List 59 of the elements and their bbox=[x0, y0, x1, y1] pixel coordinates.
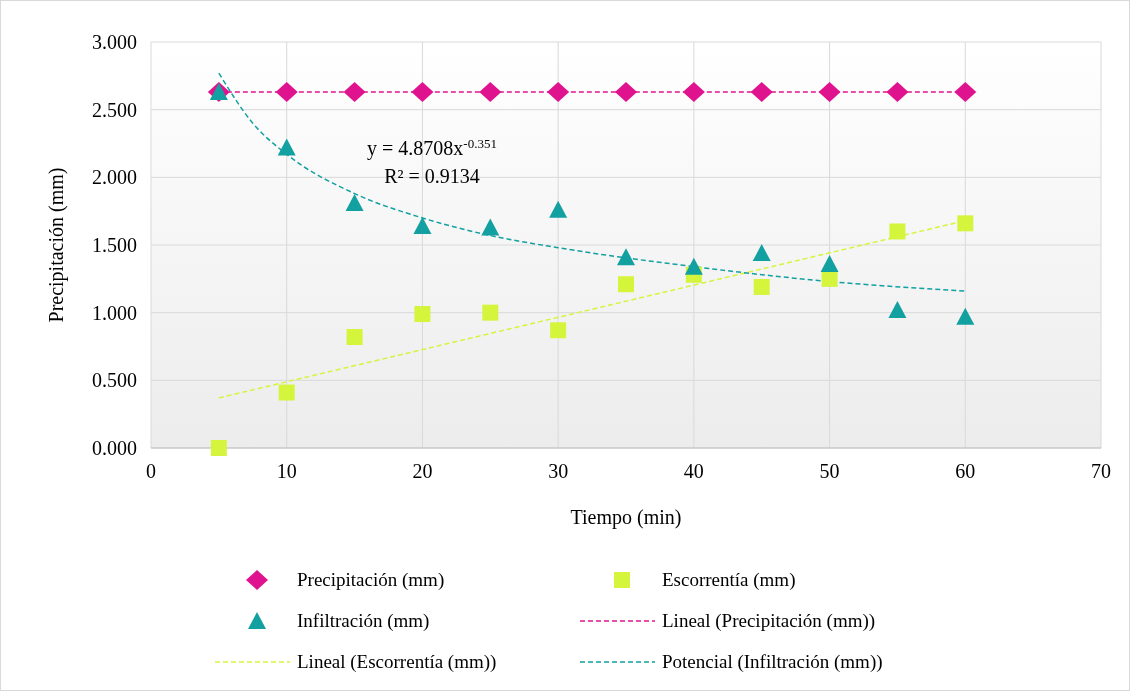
point bbox=[820, 254, 839, 272]
point bbox=[684, 257, 703, 275]
point bbox=[346, 329, 363, 346]
x-tick-label: 0 bbox=[146, 460, 156, 482]
point bbox=[547, 82, 570, 103]
x-tick-label: 60 bbox=[955, 460, 976, 482]
legend-label: Lineal (Precipitación (mm)) bbox=[662, 610, 876, 632]
point bbox=[957, 215, 974, 232]
y-tick-label: 0.000 bbox=[92, 437, 137, 459]
point bbox=[414, 306, 431, 323]
legend-label: Precipitación (mm) bbox=[297, 569, 445, 591]
point bbox=[752, 244, 771, 262]
point bbox=[210, 440, 227, 456]
legend-label: Escorrentía (mm) bbox=[662, 569, 796, 591]
point bbox=[889, 223, 906, 240]
y-tick-label: 3.000 bbox=[92, 31, 137, 53]
y-tick-label: 1.500 bbox=[92, 234, 137, 256]
point bbox=[479, 82, 502, 103]
point bbox=[956, 307, 975, 325]
point bbox=[753, 278, 770, 295]
point bbox=[615, 82, 637, 103]
point bbox=[886, 82, 909, 103]
point bbox=[278, 384, 295, 401]
point bbox=[345, 194, 364, 212]
point bbox=[682, 82, 705, 103]
point bbox=[277, 138, 296, 156]
y-tick-label: 2.000 bbox=[92, 166, 137, 189]
legend-label: Lineal (Escorrentía (mm)) bbox=[297, 651, 497, 673]
y-tick-label: 2.500 bbox=[92, 98, 137, 121]
point bbox=[481, 218, 500, 236]
line-series bbox=[218, 72, 967, 292]
point bbox=[618, 276, 634, 293]
x-tick-label: 20 bbox=[412, 460, 433, 482]
annotation: y = 4.8708x$^{-0.351}$ bbox=[367, 135, 497, 160]
point bbox=[750, 82, 773, 103]
point bbox=[411, 82, 434, 103]
x-tick-label: 70 bbox=[1091, 460, 1111, 482]
y-tick-label: 1.000 bbox=[92, 301, 137, 324]
x-tick-label: 50 bbox=[819, 460, 840, 482]
point bbox=[343, 82, 366, 103]
point bbox=[482, 304, 499, 321]
point bbox=[617, 248, 635, 266]
point bbox=[954, 82, 977, 103]
point bbox=[413, 217, 432, 235]
point bbox=[550, 322, 567, 339]
legend-label: Potencial (Infiltración (mm)) bbox=[662, 651, 883, 673]
annotation: R² = 0.9134 bbox=[384, 165, 480, 187]
x-tick-label: 10 bbox=[276, 460, 297, 482]
point bbox=[888, 300, 907, 318]
y-axis-title: Precipitación (mm) bbox=[45, 167, 68, 323]
x-tick-label: 40 bbox=[683, 460, 704, 482]
point bbox=[549, 200, 568, 218]
y-tick-label: 0.500 bbox=[92, 369, 137, 392]
legend-label: Infiltración (mm) bbox=[297, 610, 430, 632]
point bbox=[821, 270, 838, 287]
point bbox=[818, 82, 841, 103]
point bbox=[275, 82, 298, 103]
x-tick-label: 30 bbox=[548, 460, 569, 482]
x-axis-title: Tiempo (min) bbox=[570, 506, 682, 529]
